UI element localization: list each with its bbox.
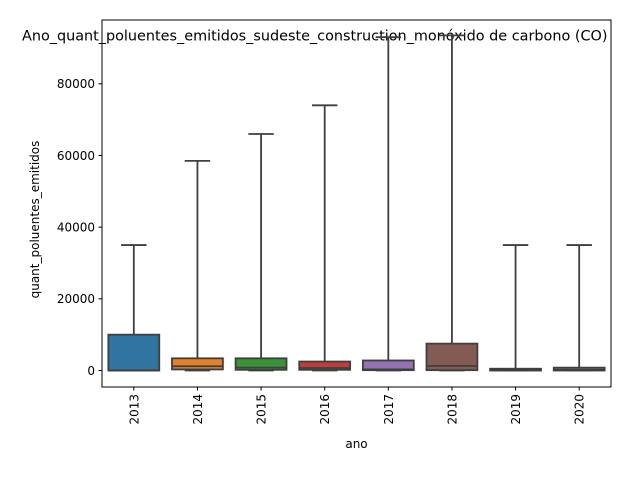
box-2014 (171, 159, 224, 372)
box-2017 (361, 36, 415, 372)
y-axis: 0 20000 40000 60000 80000 (57, 77, 102, 378)
x-axis-label: ano (345, 437, 367, 451)
box-iqr (298, 360, 352, 371)
chart-title: Ano_quant_poluentes_emitidos_sudeste_con… (22, 29, 607, 45)
y-tick-label: 20000 (57, 292, 95, 306)
plot-area (107, 34, 606, 372)
x-tick-label: 2014 (191, 394, 205, 425)
x-tick-label: 2016 (318, 394, 332, 425)
y-tick-label: 40000 (57, 220, 95, 234)
box-iqr (107, 333, 161, 372)
x-axis: 2013 2014 2015 2016 2017 2018 2019 2020 (127, 387, 587, 425)
box-iqr (171, 357, 224, 371)
x-tick-label: 2015 (255, 394, 269, 425)
y-tick-label: 80000 (57, 77, 95, 91)
box-2016 (298, 104, 352, 372)
box-2013 (107, 244, 161, 372)
x-tick-label: 2018 (445, 394, 459, 425)
y-tick-label: 60000 (57, 149, 95, 163)
x-tick-label: 2013 (127, 394, 141, 425)
box-2018 (425, 34, 479, 372)
box-2020 (552, 244, 606, 372)
x-tick-label: 2019 (509, 394, 523, 425)
box-iqr (234, 357, 288, 371)
x-tick-label: 2017 (382, 394, 396, 425)
x-tick-label: 2020 (573, 394, 587, 425)
plot-frame (101, 19, 612, 388)
y-tick-label: 0 (87, 364, 95, 378)
box-2015 (234, 133, 288, 372)
y-axis-label: quant_poluentes_emitidos (28, 141, 42, 299)
box-2019 (489, 244, 542, 372)
